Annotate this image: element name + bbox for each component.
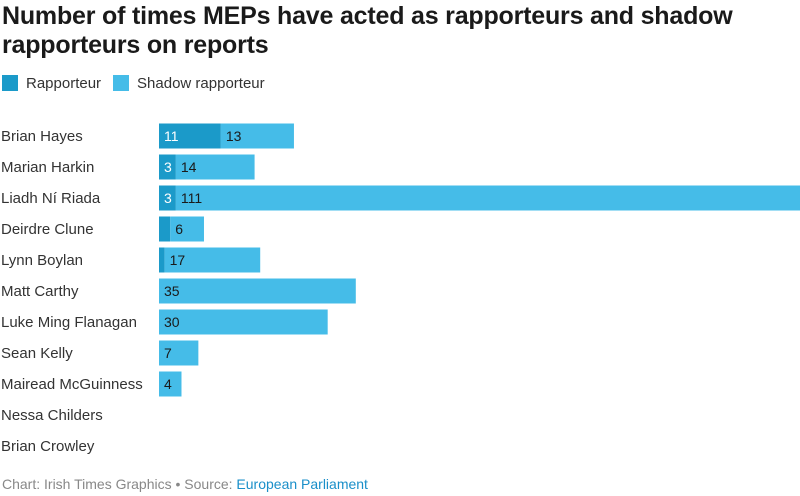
value-label-shadow-rapporteur-brian-hayes: 13 — [226, 128, 242, 144]
category-label-marian-harkin: Marian Harkin — [1, 159, 94, 176]
legend: Rapporteur Shadow rapporteur — [2, 73, 277, 93]
category-label-liadh-ni-riada: Liadh Ní Riada — [1, 190, 101, 207]
bar-rapporteur-liadh-ni-riada — [159, 185, 176, 211]
value-label-shadow-rapporteur-liadh-ni-riada: 111 — [181, 190, 202, 206]
category-label-matt-carthy: Matt Carthy — [1, 283, 79, 300]
value-label-shadow-rapporteur-marian-harkin: 14 — [181, 159, 197, 175]
bar-shadow-rapporteur-luke-ming-flanagan — [159, 309, 328, 335]
bar-shadow-rapporteur-marian-harkin — [175, 154, 255, 180]
bar-shadow-rapporteur-brian-hayes — [220, 123, 294, 149]
bar-shadow-rapporteur-sean-kelly — [159, 340, 199, 366]
value-label-rapporteur-brian-hayes: 11 — [164, 128, 179, 144]
bar-rapporteur-brian-hayes — [159, 123, 221, 149]
value-label-rapporteur-liadh-ni-riada: 3 — [164, 190, 172, 206]
category-label-luke-ming-flanagan: Luke Ming Flanagan — [1, 314, 137, 331]
legend-item-rapporteur: Rapporteur — [2, 75, 101, 92]
value-label-shadow-rapporteur-luke-ming-flanagan: 30 — [164, 314, 180, 330]
category-label-mairead-mcguinness: Mairead McGuinness — [1, 376, 143, 393]
bar-shadow-rapporteur-matt-carthy — [159, 278, 356, 304]
category-label-lynn-boylan: Lynn Boylan — [1, 252, 83, 269]
bar-shadow-rapporteur-mairead-mcguinness — [159, 371, 182, 397]
legend-swatch-rapporteur — [2, 75, 18, 91]
bar-shadow-rapporteur-deirdre-clune — [170, 216, 204, 242]
value-label-shadow-rapporteur-mairead-mcguinness: 4 — [164, 376, 172, 392]
legend-swatch-shadow-rapporteur — [113, 75, 130, 91]
category-label-nessa-childers: Nessa Childers — [1, 407, 103, 424]
category-label-brian-crowley: Brian Crowley — [1, 438, 95, 455]
value-label-rapporteur-marian-harkin: 3 — [164, 159, 172, 175]
value-label-shadow-rapporteur-sean-kelly: 7 — [164, 345, 172, 361]
category-label-brian-hayes: Brian Hayes — [1, 128, 83, 145]
footer: Chart: Irish Times Graphics • Source: Eu… — [2, 476, 368, 492]
category-label-deirdre-clune: Deirdre Clune — [1, 221, 94, 238]
bar-rapporteur-marian-harkin — [159, 154, 176, 180]
legend-item-shadow-rapporteur: Shadow rapporteur — [113, 75, 265, 92]
chart-title: Number of times MEPs have acted as rappo… — [2, 2, 733, 59]
footer-credit: Chart: Irish Times Graphics • Source: — [2, 476, 237, 492]
value-label-shadow-rapporteur-matt-carthy: 35 — [164, 283, 180, 299]
category-label-sean-kelly: Sean Kelly — [1, 345, 73, 362]
value-label-shadow-rapporteur-lynn-boylan: 17 — [170, 252, 186, 268]
legend-label-shadow-rapporteur: Shadow rapporteur — [137, 74, 265, 92]
bar-rapporteur-deirdre-clune — [159, 216, 171, 242]
legend-label-rapporteur: Rapporteur — [26, 74, 102, 92]
bar-shadow-rapporteur-lynn-boylan — [164, 247, 261, 273]
value-label-shadow-rapporteur-deirdre-clune: 6 — [175, 221, 183, 237]
source-link[interactable]: European Parliament — [236, 476, 368, 492]
bar-rapporteur-lynn-boylan — [159, 247, 165, 273]
bar-shadow-rapporteur-liadh-ni-riada — [175, 185, 800, 211]
